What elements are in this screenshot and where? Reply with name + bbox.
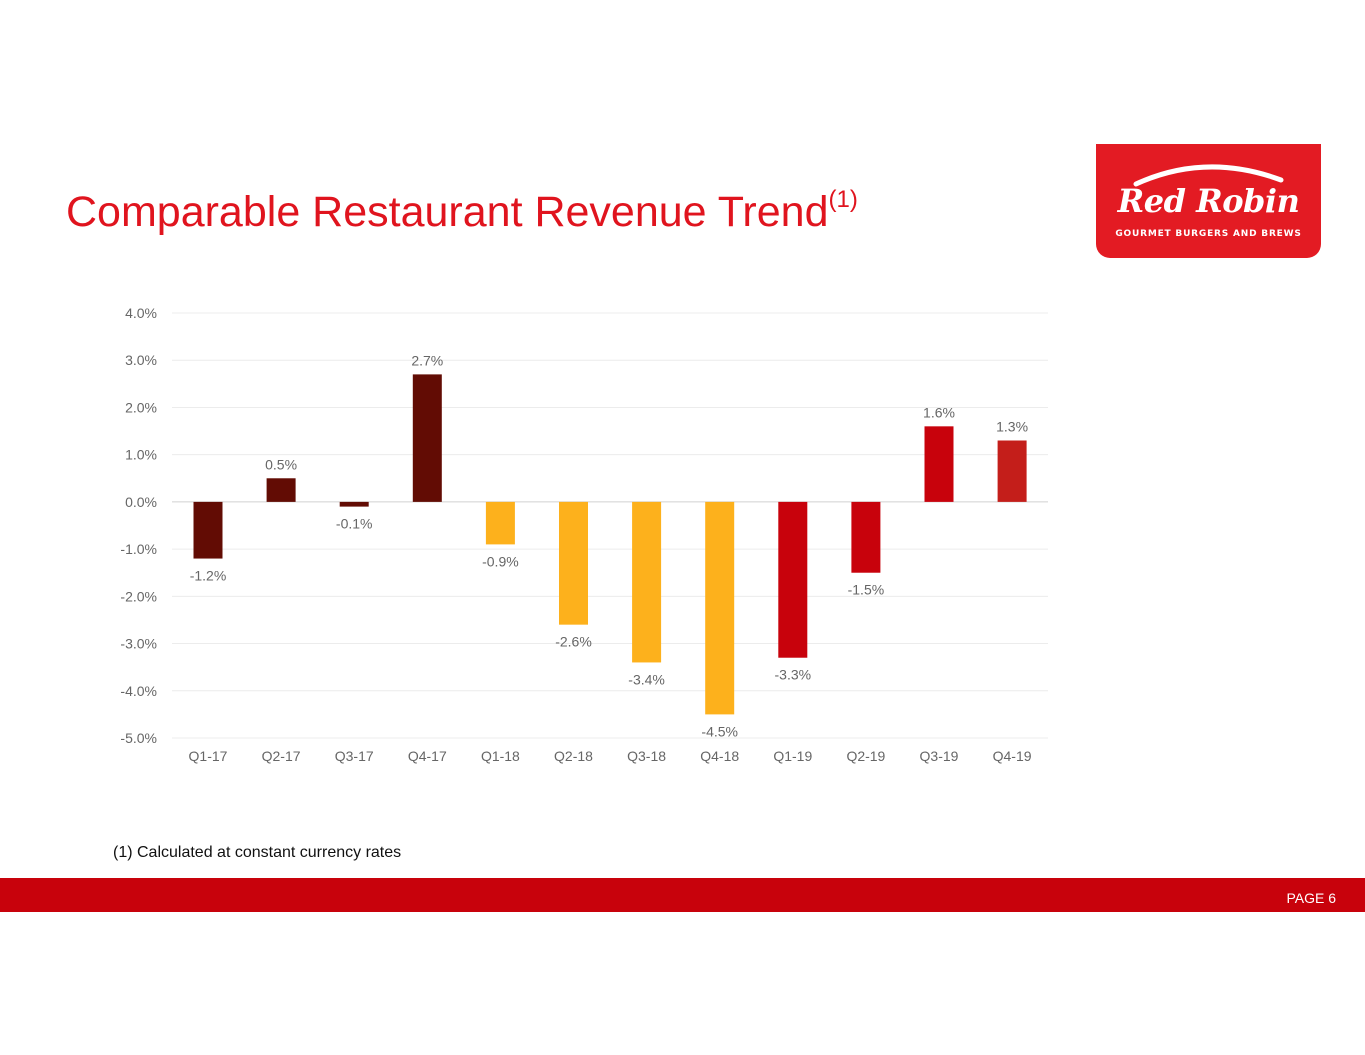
x-tick-label: Q2-18 [554, 748, 593, 764]
bar-q3-19 [924, 426, 954, 502]
chart-gridlines [172, 312, 1048, 739]
x-tick-label: Q1-18 [481, 748, 520, 764]
title-footnote-marker: (1) [828, 185, 858, 213]
footnote: (1) Calculated at constant currency rate… [113, 844, 402, 861]
data-label: -1.2% [190, 568, 227, 584]
title-text: Comparable Restaurant Revenue Trend [66, 188, 829, 236]
data-label: 2.7% [411, 352, 443, 368]
x-tick-label: Q3-19 [920, 748, 959, 764]
data-label: -3.3% [775, 667, 812, 683]
data-label: -0.1% [336, 516, 373, 532]
y-tick-label: -1.0% [120, 541, 157, 557]
y-tick-label: -3.0% [120, 636, 157, 652]
data-label: -0.9% [482, 553, 519, 569]
bar-q3-17 [339, 501, 369, 507]
data-label: -2.6% [555, 634, 592, 650]
x-tick-label: Q3-17 [335, 748, 374, 764]
chart-data-labels: -1.2% 0.5% -0.1% 2.7% -0.9% -2.6% -3.4% -4.5% -3… [190, 352, 1028, 739]
bar-q4-17 [412, 374, 442, 502]
chart-bars [193, 374, 1027, 715]
data-label: -1.5% [848, 582, 885, 598]
data-label: -4.5% [701, 723, 738, 739]
y-tick-label: 0.0% [125, 494, 157, 510]
y-tick-label: 3.0% [125, 352, 157, 368]
y-tick-label: 4.0% [125, 305, 157, 321]
y-tick-label: -4.0% [120, 683, 157, 699]
x-axis-tick-labels: Q1-17 Q2-17 Q3-17 Q4-17 Q1-18 Q2-18 Q3-18 Q4-18… [189, 748, 1032, 764]
bar-q2-19 [851, 501, 881, 573]
data-label: 0.5% [265, 456, 297, 472]
x-tick-label: Q4-18 [700, 748, 739, 764]
logo-swoosh-icon [1133, 164, 1284, 187]
bar-q4-19 [997, 440, 1027, 502]
y-tick-label: -2.0% [120, 588, 157, 604]
data-label: -3.4% [628, 671, 665, 687]
bar-q1-17 [193, 501, 223, 559]
data-label: 1.3% [996, 419, 1028, 435]
y-axis-tick-labels: 4.0% 3.0% 2.0% 1.0% 0.0% -1.0% -2.0% -3.0% -4.0%… [120, 305, 157, 746]
data-label: 1.6% [923, 404, 955, 420]
bar-q2-18 [559, 501, 588, 625]
page-number: PAGE 6 [1286, 890, 1336, 906]
red-robin-logo: Red Robin GOURMET BURGERS AND BREWS [1096, 144, 1321, 258]
bar-q4-18 [705, 501, 735, 715]
bar-q1-18 [485, 501, 515, 545]
logo-wordmark: Red Robin [1117, 182, 1300, 220]
logo-tagline: GOURMET BURGERS AND BREWS [1115, 229, 1302, 239]
x-tick-label: Q1-17 [189, 748, 228, 764]
bar-q3-18 [632, 501, 662, 663]
x-tick-label: Q2-17 [262, 748, 301, 764]
revenue-trend-chart: 4.0% 3.0% 2.0% 1.0% 0.0% -1.0% -2.0% -3.0% -4.0%… [120, 305, 1048, 764]
footer-bar: PAGE 6 [0, 878, 1365, 912]
page-title: Comparable Restaurant Revenue Trend(1) [66, 185, 858, 237]
x-tick-label: Q1-19 [773, 748, 812, 764]
y-tick-label: 1.0% [125, 447, 157, 463]
x-tick-label: Q4-19 [993, 748, 1032, 764]
x-tick-label: Q4-17 [408, 748, 447, 764]
bar-q2-17 [266, 478, 296, 502]
y-tick-label: 2.0% [125, 399, 157, 415]
y-tick-label: -5.0% [120, 730, 157, 746]
x-tick-label: Q2-19 [846, 748, 885, 764]
bar-q1-19 [778, 501, 808, 658]
x-tick-label: Q3-18 [627, 748, 666, 764]
